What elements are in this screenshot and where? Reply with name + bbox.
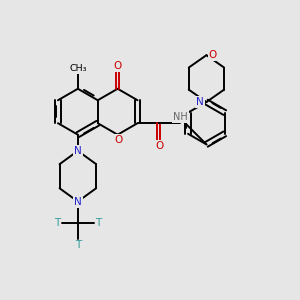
Text: O: O [156,141,164,151]
Text: T: T [75,240,81,250]
Text: N: N [196,97,204,107]
Text: O: O [113,61,122,71]
Text: CH₃: CH₃ [69,64,87,73]
Text: N: N [74,196,82,206]
Text: T: T [54,218,60,228]
Text: N: N [74,146,82,156]
Text: T: T [95,218,102,228]
Text: O: O [209,50,217,60]
Text: O: O [115,135,123,145]
Text: NH: NH [173,112,188,122]
